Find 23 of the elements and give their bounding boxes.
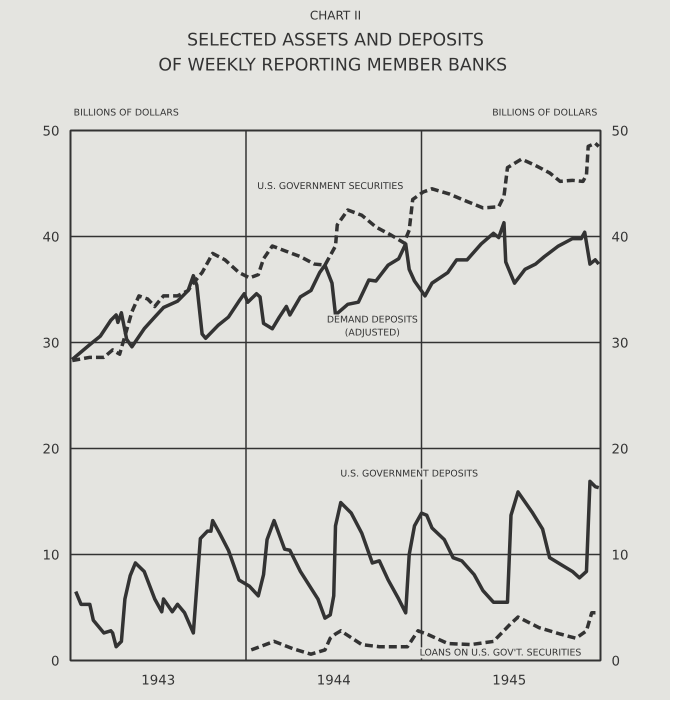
y-tick-label: 0 xyxy=(51,654,60,670)
x-tick-label: 1943 xyxy=(141,674,176,688)
y2-tick-label: 20 xyxy=(612,442,628,458)
text: U.S. GOVERNMENT DEPOSITS xyxy=(340,468,478,480)
y-tick-label: 50 xyxy=(42,124,60,140)
x-tick-label: 1944 xyxy=(316,674,351,688)
chart-subtitle: CHART II xyxy=(310,8,362,22)
y2-axis-title: BILLIONS OF DOLLARS xyxy=(492,108,598,118)
series-label: U.S. GOVERNMENT SECURITIES xyxy=(257,181,404,192)
y2-tick-label: 0 xyxy=(612,654,620,670)
y2-tick-label: 10 xyxy=(612,548,628,564)
x-tick-label: 1945 xyxy=(492,674,526,688)
y-axis-title: BILLIONS OF DOLLARS xyxy=(74,108,179,118)
y2-tick-label: 40 xyxy=(612,230,628,246)
y-tick-label: 10 xyxy=(42,548,60,564)
y2-tick-label: 50 xyxy=(612,124,628,140)
series-label: DEMAND DEPOSITS (ADJUSTED) xyxy=(326,314,418,339)
y-tick-label: 40 xyxy=(42,230,60,246)
y2-tick-label: 30 xyxy=(612,336,628,352)
y-tick-label: 30 xyxy=(42,336,60,352)
series-label: LOANS ON U.S. GOV'T. SECURITIES xyxy=(420,647,582,658)
chart-title: SELECTED ASSETS AND DEPOSITS OF WEEKLY REPORTING MEMBER BANKS xyxy=(158,30,508,76)
y-tick-label: 20 xyxy=(42,442,60,458)
